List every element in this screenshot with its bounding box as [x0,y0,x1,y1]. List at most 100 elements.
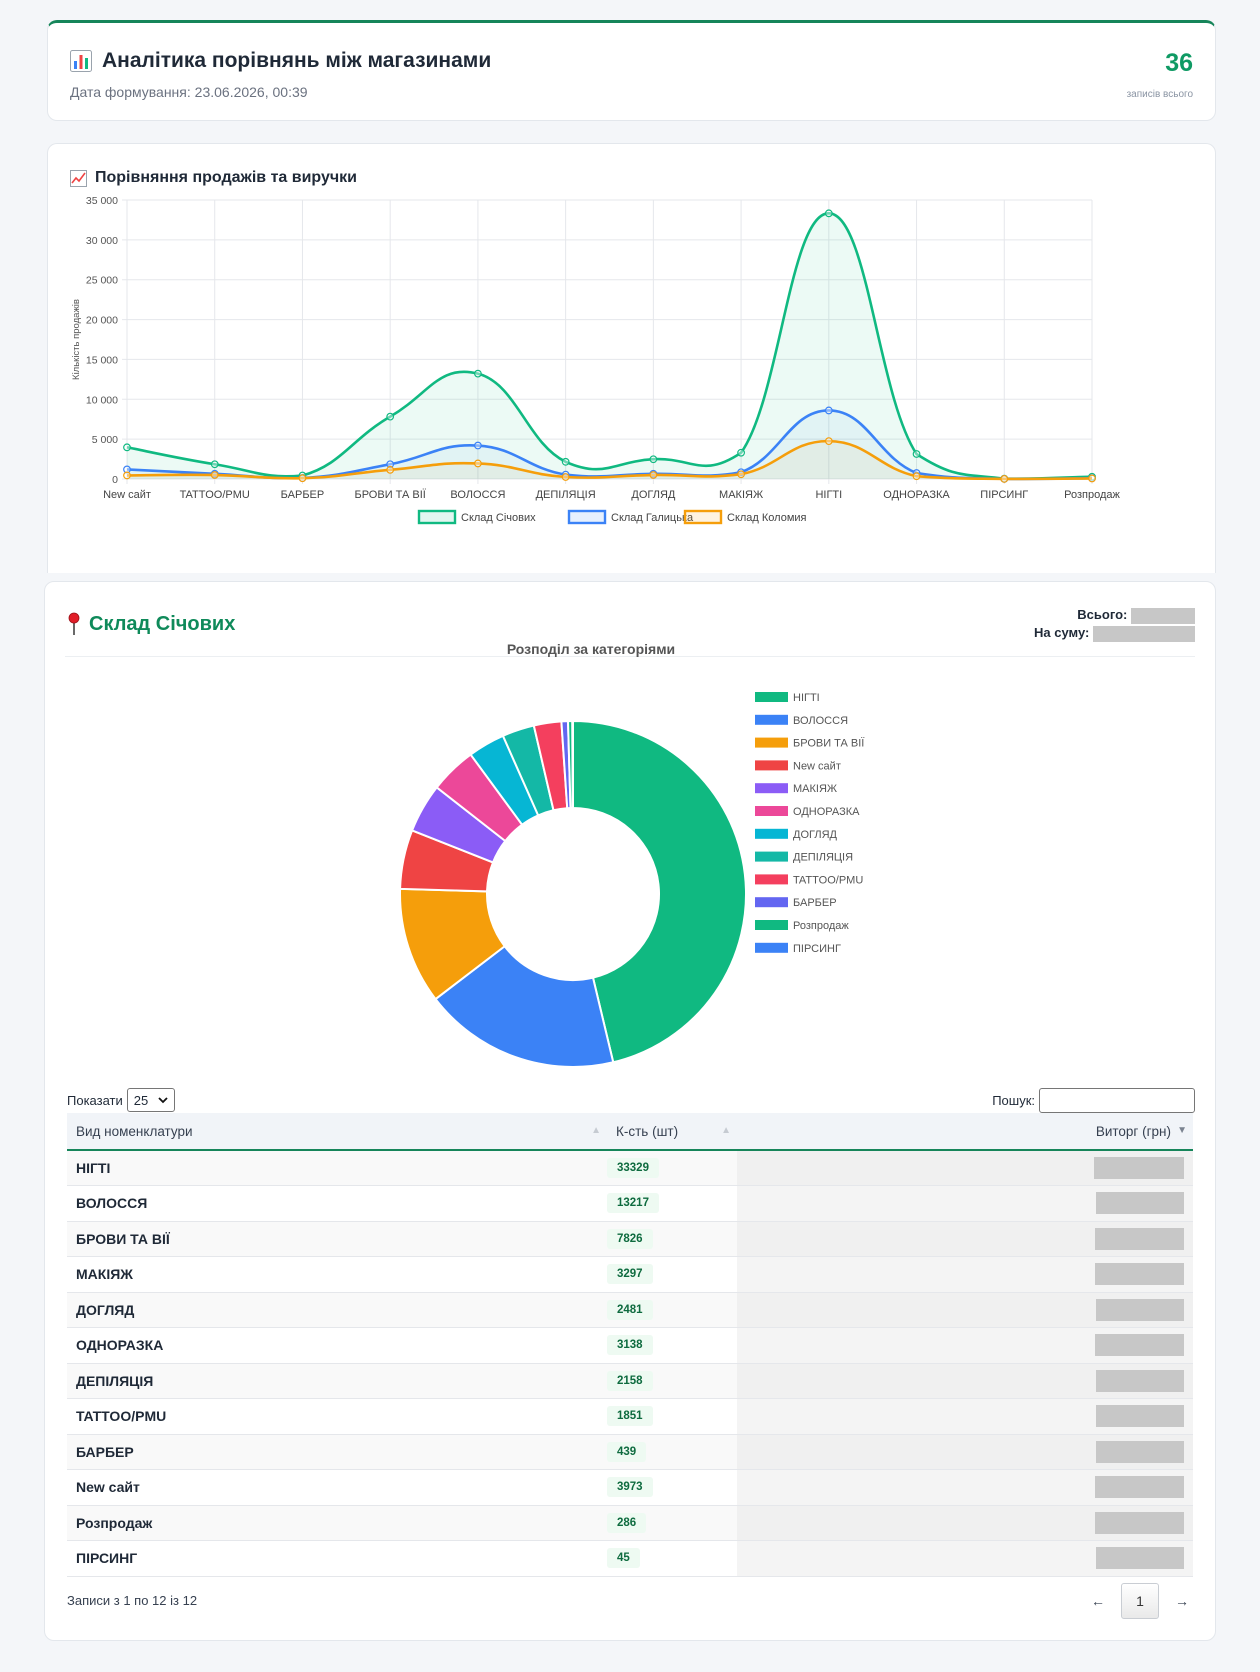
x-tick-label: Розпродаж [1064,489,1120,501]
series-area [127,213,1092,480]
row-category-name: ОДНОРАЗКА [67,1327,607,1364]
row-qty-cell: 13217 [607,1185,737,1222]
row-qty-badge: 3138 [607,1335,653,1356]
next-page-button[interactable]: → [1175,1593,1189,1609]
legend-swatch [567,509,607,525]
table-row: Розпродаж 286 [67,1505,1193,1541]
y-tick-label: 5 000 [92,434,118,446]
store-total-redacted [1131,607,1195,624]
row-revenue-redacted [1094,1157,1184,1179]
row-revenue-redacted [1095,1334,1184,1357]
data-point [737,448,745,457]
pie-legend-swatch [755,874,788,885]
series-1 [123,209,1096,483]
data-point [123,471,131,480]
pie-legend-item: ВОЛОССЯ [755,714,848,727]
row-category-name: TATTOO/PMU [67,1398,607,1435]
pie-legend-label: ОДНОРАЗКА [793,806,860,818]
data-point [649,455,658,464]
table-row: ВОЛОССЯ 13217 [67,1185,1193,1222]
pie-chart-title: Розподіл за категоріями [507,641,675,657]
table-body: НІГТІ 33329 ВОЛОССЯ 13217 БРОВИ ТА ВІЇ 7826 МА… [67,1150,1193,1577]
row-qty-cell: 2481 [607,1292,737,1328]
x-tick-label: НІГТІ [815,489,842,501]
row-category-name: New сайт [67,1469,607,1506]
x-tick-label: ОДНОРАЗКА [883,489,950,501]
page-size-value: 25 [133,1092,149,1108]
pie-legend-swatch [755,897,788,908]
pie-legend-label: ДОГЛЯД [793,829,838,841]
total-records-label: записів всього [1126,89,1193,100]
row-revenue-redacted [1095,1476,1184,1499]
data-point [824,437,833,446]
y-tick-label: 25 000 [86,275,118,287]
page-1-button[interactable]: 1 [1121,1583,1159,1619]
pie-legend-item: НІГТІ [755,692,820,704]
table-row: ОДНОРАЗКА 3138 [67,1327,1193,1364]
prev-page-button[interactable]: ← [1091,1593,1105,1609]
store-sum-redacted [1093,625,1195,642]
pie-legend-label: Розпродаж [793,920,849,932]
data-point [1000,475,1009,483]
pin-icon [68,612,80,635]
pie-legend-label: МАКІЯЖ [793,783,837,795]
row-revenue-cell [737,1540,1193,1577]
store-title-row: Склад Січових [67,612,235,636]
data-point [386,460,395,469]
row-revenue-cell [737,1327,1193,1364]
legend-label: Склад Галицька [611,512,694,524]
pie-legend-swatch [755,920,788,930]
table-row: НІГТІ 33329 [67,1150,1193,1186]
column-header-qty[interactable]: К-сть (шт) ▲ [607,1113,737,1151]
generation-date: Дата формування: 23.06.2026, 00:39 [70,84,308,100]
row-qty-badge: 33329 [607,1158,659,1178]
row-qty-cell: 3973 [607,1469,737,1506]
row-revenue-redacted [1095,1227,1184,1250]
row-category-name: ПІРСИНГ [67,1540,607,1577]
row-revenue-cell [737,1292,1193,1328]
row-category-name: Розпродаж [67,1505,607,1541]
legend-swatch [417,509,457,525]
legend-label: Склад Січових [461,512,536,524]
data-point [474,369,482,378]
series-area [127,441,1092,479]
pie-legend-swatch [755,942,788,953]
page-size-select[interactable]: 25 [126,1088,175,1112]
table-row: МАКІЯЖ 3297 [67,1256,1193,1293]
y-tick-label: 20 000 [86,315,118,327]
x-tick-label: TATTOO/PMU [180,489,250,501]
row-qty-badge: 13217 [607,1193,659,1214]
line-chart-icon [70,169,87,187]
row-qty-cell: 33329 [607,1150,737,1186]
table-row: БРОВИ ТА ВІЇ 7826 [67,1221,1193,1257]
table-row: ПІРСИНГ 45 [67,1540,1193,1577]
row-revenue-redacted [1096,1547,1184,1570]
row-revenue-redacted [1096,1192,1184,1215]
table-info: Записи з 1 по 12 із 12 [67,1593,198,1608]
column-header-revenue[interactable]: Виторг (грн) ▼ [737,1113,1193,1151]
y-tick-label: 30 000 [86,235,118,247]
legend-item: Склад Коломия [683,509,807,525]
search-input[interactable] [1039,1088,1195,1113]
row-revenue-redacted [1096,1440,1184,1463]
data-point [561,473,570,481]
row-qty-cell: 3138 [607,1327,737,1364]
x-tick-label: ВОЛОССЯ [450,489,505,501]
store-divider [65,656,1195,657]
search-label: Пошук: [992,1093,1035,1108]
column-header-type[interactable]: Вид номенклатури ▲ [67,1113,607,1151]
data-point [123,465,131,474]
data-point [561,457,570,466]
data-point [1088,474,1096,483]
data-point [210,471,219,479]
sales-comparison-title-row: Порівняння продажів та виручки [70,169,357,187]
row-revenue-redacted [1096,1405,1184,1428]
pie-legend-item: ДЕПІЛЯЦІЯ [755,851,853,864]
pagination: ← 1 → [1085,1583,1195,1619]
row-qty-badge: 1851 [607,1406,653,1427]
report-header: Аналітика порівнянь між магазинами Дата … [47,20,1216,121]
legend-swatch [683,509,723,525]
legend-item: Склад Січових [417,509,536,525]
y-tick-label: 15 000 [86,354,118,366]
row-revenue-cell [737,1150,1193,1186]
